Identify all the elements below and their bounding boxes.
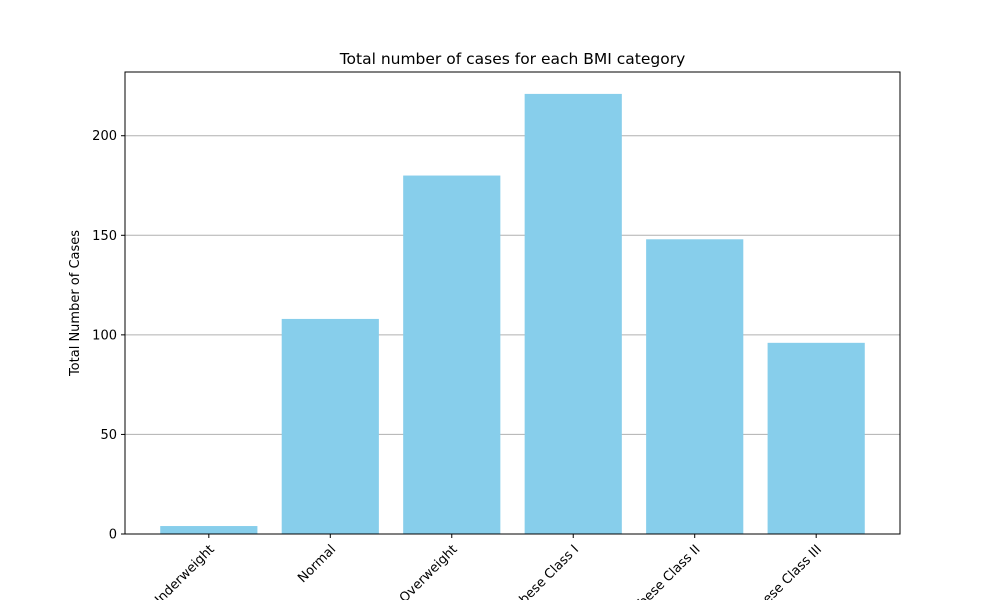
bar-obese-class-ii: [646, 239, 744, 534]
bar-obese-class-iii: [767, 342, 865, 534]
x-tick-label: Obese Class II: [628, 542, 703, 600]
x-tick-label: Underweight: [148, 542, 217, 600]
bar-normal: [281, 318, 379, 534]
y-tick-label: 100: [92, 328, 117, 343]
y-axis-ticks: 0 50 100 150 200: [92, 129, 125, 543]
x-axis-ticks: Underweight Normal Overweight Obese Class I…: [148, 534, 825, 600]
plot-frame: [124, 71, 901, 535]
x-tick-label: Overweight: [397, 542, 461, 600]
x-tick-label: Obese Class III: [747, 542, 825, 600]
y-axis-label: Total Number of Cases: [68, 230, 83, 377]
x-tick-label: Obese Class I: [510, 542, 583, 600]
bar-underweight: [160, 526, 258, 534]
bar-overweight: [403, 175, 501, 534]
y-tick-label: 50: [100, 428, 117, 443]
y-tick-label: 0: [109, 528, 117, 543]
y-tick-label: 200: [92, 129, 117, 144]
bars: [160, 93, 865, 534]
y-tick-label: 150: [92, 229, 117, 244]
bar-obese-class-i: [524, 93, 622, 534]
chart-title: Total number of cases for each BMI categ…: [339, 50, 686, 68]
x-tick-label: Normal: [295, 542, 339, 586]
